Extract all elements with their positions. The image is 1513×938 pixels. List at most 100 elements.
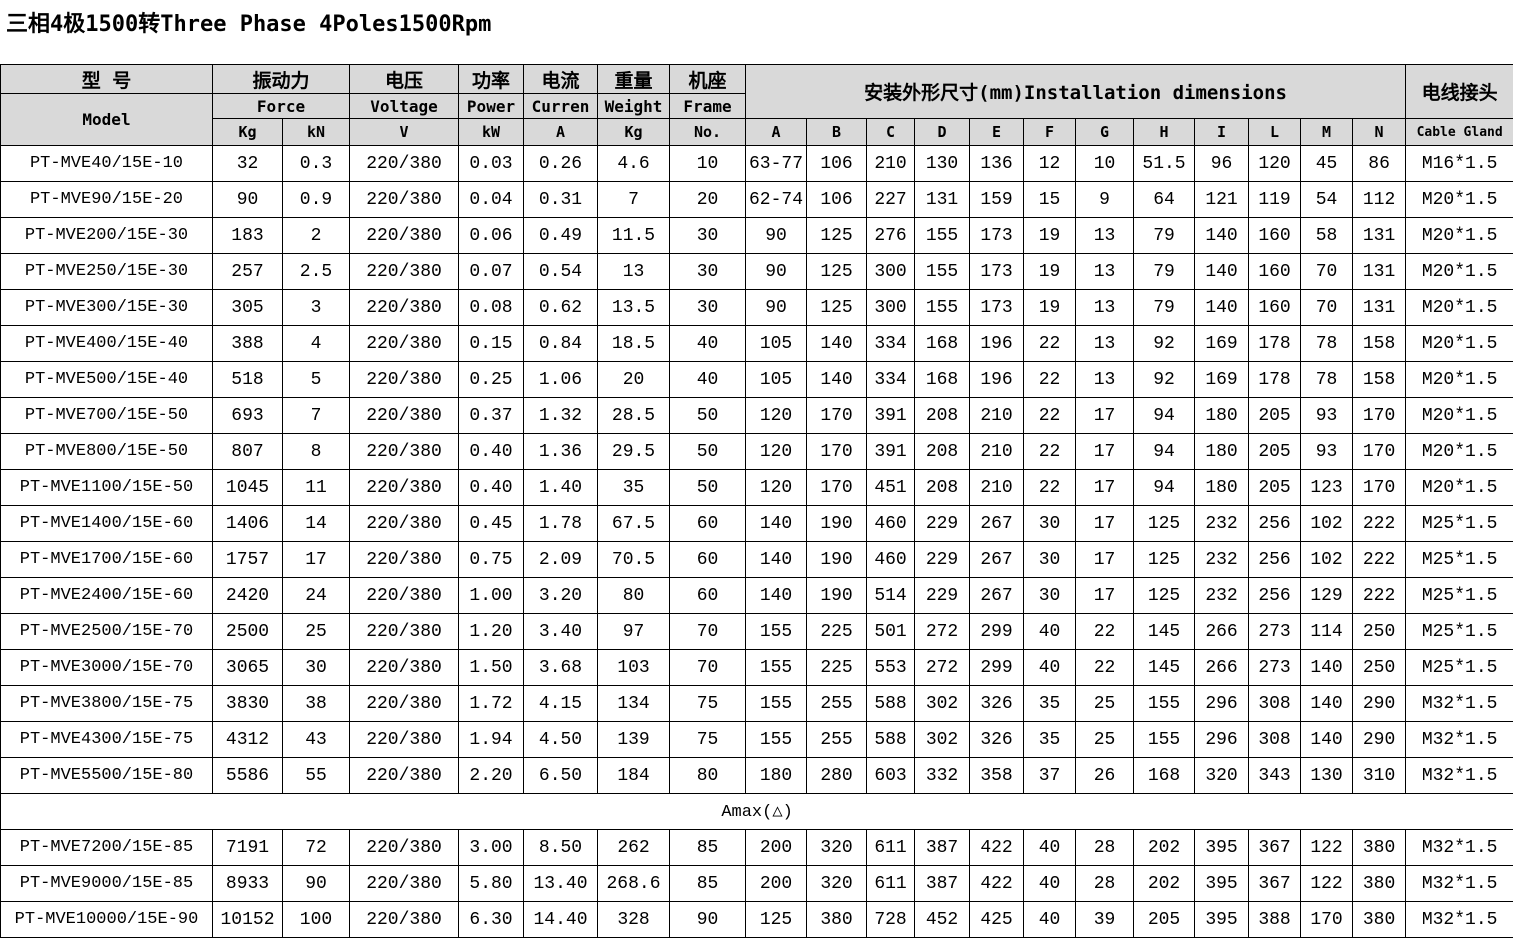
value-cell: 30 <box>1024 542 1076 578</box>
value-cell: 92 <box>1134 362 1195 398</box>
value-cell: 15 <box>1024 182 1076 218</box>
value-cell: 134 <box>598 686 670 722</box>
header-power-unit: kW <box>459 119 524 146</box>
value-cell: 79 <box>1134 218 1195 254</box>
value-cell: 168 <box>915 362 970 398</box>
amax-divider: Amax(△) <box>1 794 1513 830</box>
value-cell: 7 <box>283 398 350 434</box>
value-cell: 125 <box>807 254 867 290</box>
value-cell: 58 <box>1301 218 1353 254</box>
value-cell: 518 <box>213 362 283 398</box>
value-cell: 90 <box>746 218 807 254</box>
value-cell: 328 <box>598 902 670 938</box>
value-cell: 693 <box>213 398 283 434</box>
header-dim-H: H <box>1134 119 1195 146</box>
value-cell: M32*1.5 <box>1406 758 1513 794</box>
value-cell: 380 <box>1353 830 1406 866</box>
value-cell: 380 <box>1353 902 1406 938</box>
value-cell: 22 <box>1024 362 1076 398</box>
header-dim-C: C <box>867 119 915 146</box>
value-cell: M20*1.5 <box>1406 398 1513 434</box>
value-cell: 45 <box>1301 146 1353 182</box>
value-cell: 343 <box>1249 758 1301 794</box>
value-cell: 0.84 <box>524 326 598 362</box>
value-cell: 38 <box>283 686 350 722</box>
value-cell: M25*1.5 <box>1406 542 1513 578</box>
header-weight-cn: 重量 <box>598 65 670 94</box>
value-cell: M25*1.5 <box>1406 506 1513 542</box>
value-cell: 140 <box>1195 218 1249 254</box>
value-cell: 130 <box>1301 758 1353 794</box>
value-cell: 30 <box>1024 506 1076 542</box>
value-cell: 28 <box>1076 830 1134 866</box>
value-cell: 1.50 <box>459 650 524 686</box>
value-cell: 13 <box>1076 290 1134 326</box>
header-dim-I: I <box>1195 119 1249 146</box>
value-cell: 103 <box>598 650 670 686</box>
value-cell: 105 <box>746 362 807 398</box>
value-cell: 220/380 <box>350 686 459 722</box>
value-cell: 90 <box>670 902 746 938</box>
value-cell: 220/380 <box>350 542 459 578</box>
value-cell: 102 <box>1301 506 1353 542</box>
value-cell: 220/380 <box>350 830 459 866</box>
value-cell: 220/380 <box>350 326 459 362</box>
model-cell: PT-MVE1100/15E-50 <box>1 470 213 506</box>
value-cell: 4.6 <box>598 146 670 182</box>
value-cell: 10 <box>1076 146 1134 182</box>
value-cell: 28 <box>1076 866 1134 902</box>
value-cell: 90 <box>746 290 807 326</box>
value-cell: 266 <box>1195 614 1249 650</box>
value-cell: 588 <box>867 686 915 722</box>
value-cell: 140 <box>1195 254 1249 290</box>
value-cell: 17 <box>1076 578 1134 614</box>
value-cell: 122 <box>1301 830 1353 866</box>
value-cell: 50 <box>670 398 746 434</box>
value-cell: 3.20 <box>524 578 598 614</box>
value-cell: 196 <box>970 326 1024 362</box>
value-cell: 326 <box>970 686 1024 722</box>
value-cell: 320 <box>807 830 867 866</box>
value-cell: 180 <box>746 758 807 794</box>
value-cell: 122 <box>1301 866 1353 902</box>
value-cell: 78 <box>1301 362 1353 398</box>
value-cell: 70 <box>670 650 746 686</box>
value-cell: 30 <box>670 218 746 254</box>
value-cell: 7191 <box>213 830 283 866</box>
value-cell: 588 <box>867 722 915 758</box>
value-cell: 0.3 <box>283 146 350 182</box>
header-force-cn: 振动力 <box>213 65 350 94</box>
value-cell: 387 <box>915 866 970 902</box>
value-cell: 14.40 <box>524 902 598 938</box>
value-cell: 1.78 <box>524 506 598 542</box>
value-cell: 37 <box>1024 758 1076 794</box>
value-cell: M20*1.5 <box>1406 290 1513 326</box>
value-cell: M32*1.5 <box>1406 866 1513 902</box>
value-cell: 170 <box>1353 470 1406 506</box>
value-cell: 0.25 <box>459 362 524 398</box>
value-cell: 0.49 <box>524 218 598 254</box>
value-cell: 140 <box>1195 290 1249 326</box>
value-cell: 200 <box>746 866 807 902</box>
value-cell: 807 <box>213 434 283 470</box>
value-cell: 302 <box>915 686 970 722</box>
value-cell: 0.15 <box>459 326 524 362</box>
value-cell: 17 <box>1076 470 1134 506</box>
value-cell: 308 <box>1249 722 1301 758</box>
value-cell: 160 <box>1249 290 1301 326</box>
value-cell: 6.50 <box>524 758 598 794</box>
value-cell: 5 <box>283 362 350 398</box>
value-cell: 220/380 <box>350 650 459 686</box>
value-cell: 272 <box>915 650 970 686</box>
header-frame-unit: No. <box>670 119 746 146</box>
value-cell: M20*1.5 <box>1406 470 1513 506</box>
value-cell: 30 <box>670 254 746 290</box>
value-cell: 256 <box>1249 542 1301 578</box>
value-cell: 51.5 <box>1134 146 1195 182</box>
